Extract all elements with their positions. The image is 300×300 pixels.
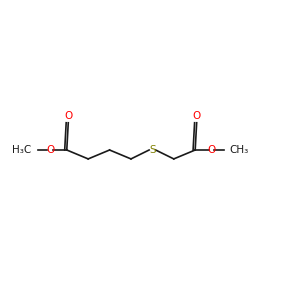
Text: H₃C: H₃C (12, 145, 31, 155)
Text: O: O (207, 145, 216, 155)
Text: S: S (149, 145, 156, 155)
Text: CH₃: CH₃ (230, 145, 249, 155)
Text: O: O (64, 111, 72, 121)
Text: O: O (46, 145, 55, 155)
Text: O: O (193, 111, 201, 121)
